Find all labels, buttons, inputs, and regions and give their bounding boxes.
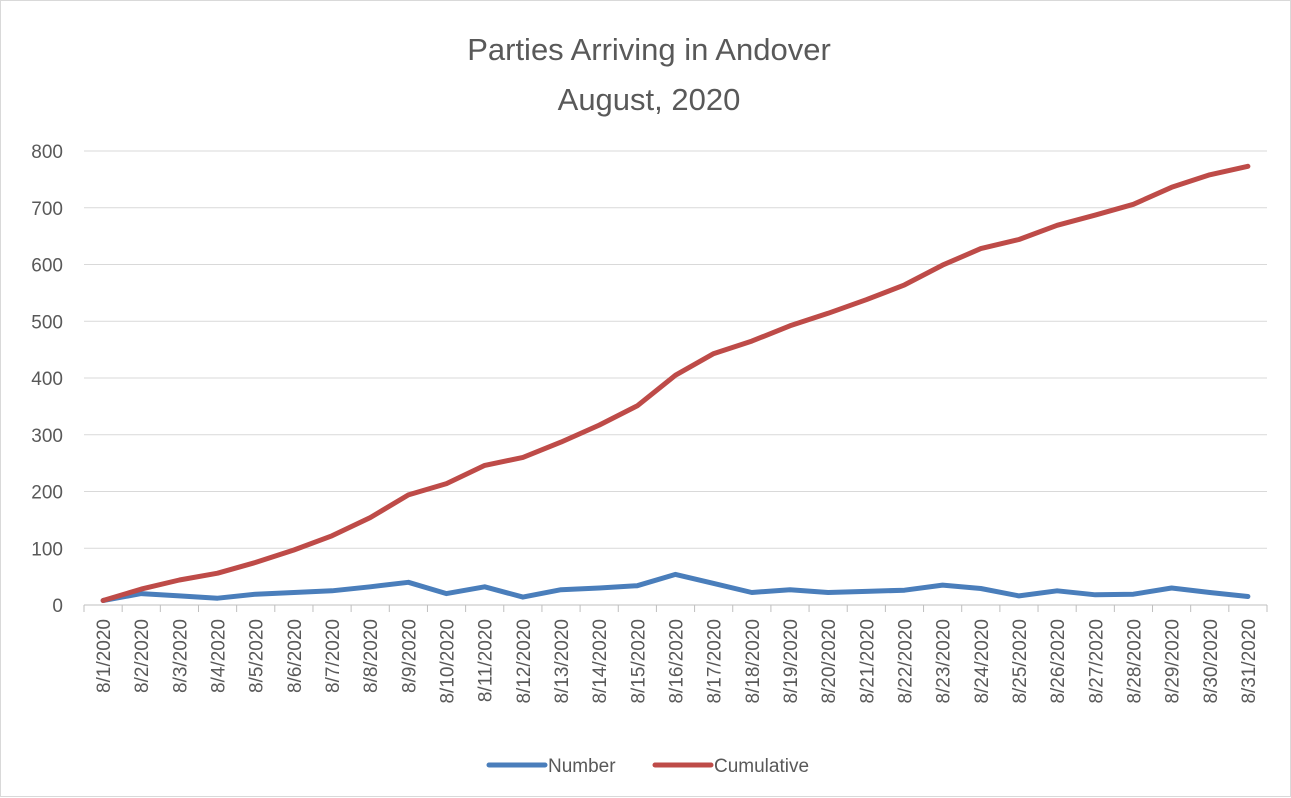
x-tick-label: 8/13/2020 <box>552 619 573 704</box>
x-tick-label: 8/30/2020 <box>1201 619 1222 704</box>
series-lines <box>103 166 1248 600</box>
y-tick-label: 700 <box>31 199 63 220</box>
y-tick-label: 300 <box>31 426 63 447</box>
x-tick-label: 8/4/2020 <box>209 619 230 693</box>
x-tick-label: 8/22/2020 <box>895 619 916 704</box>
x-tick-label: 8/15/2020 <box>628 619 649 704</box>
y-tick-label: 500 <box>31 312 63 333</box>
x-tick-label: 8/14/2020 <box>590 619 611 704</box>
legend: Number Cumulative <box>489 756 809 777</box>
gridlines <box>84 151 1267 548</box>
x-tick-label: 8/19/2020 <box>781 619 802 704</box>
y-tick-label: 600 <box>31 256 63 277</box>
y-tick-label: 800 <box>31 142 63 163</box>
x-tick-label: 8/26/2020 <box>1048 619 1069 704</box>
x-tick-label: 8/1/2020 <box>94 619 115 693</box>
x-tick-label: 8/28/2020 <box>1124 619 1145 704</box>
x-axis-tick-labels: 8/1/2020 8/2/2020 8/3/2020 8/4/2020 8/5/2020… <box>94 619 1260 704</box>
x-tick-label: 8/17/2020 <box>705 619 726 704</box>
x-tick-label: 8/6/2020 <box>285 619 306 693</box>
x-tick-label: 8/23/2020 <box>934 619 955 704</box>
y-tick-label: 400 <box>31 369 63 390</box>
y-tick-label: 0 <box>52 596 63 617</box>
x-tick-label: 8/20/2020 <box>819 619 840 704</box>
x-tick-label: 8/29/2020 <box>1163 619 1184 704</box>
x-tick-label: 8/21/2020 <box>857 619 878 704</box>
x-tick-label: 8/25/2020 <box>1010 619 1031 704</box>
x-tick-label: 8/27/2020 <box>1086 619 1107 704</box>
y-axis-tick-labels: 0 100 200 300 400 500 600 700 800 <box>31 142 63 617</box>
x-tick-label: 8/12/2020 <box>514 619 535 704</box>
chart-subtitle: August, 2020 <box>558 82 741 117</box>
x-tick-label: 8/31/2020 <box>1239 619 1260 704</box>
x-tick-label: 8/8/2020 <box>361 619 382 693</box>
x-axis <box>84 605 1267 612</box>
x-tick-label: 8/10/2020 <box>438 619 459 704</box>
x-tick-label: 8/9/2020 <box>399 619 420 693</box>
x-tick-label: 8/16/2020 <box>667 619 688 704</box>
legend-label-cumulative: Cumulative <box>714 756 809 777</box>
x-tick-label: 8/24/2020 <box>972 619 993 704</box>
x-tick-label: 8/11/2020 <box>476 619 497 702</box>
legend-label-number: Number <box>548 756 616 777</box>
series-line-number <box>103 574 1248 600</box>
x-tick-label: 8/18/2020 <box>743 619 764 704</box>
x-tick-label: 8/7/2020 <box>323 619 344 693</box>
y-tick-label: 100 <box>31 539 63 560</box>
series-line-cumulative <box>103 166 1248 600</box>
x-tick-label: 8/5/2020 <box>247 619 268 693</box>
x-tick-label: 8/2/2020 <box>132 619 153 693</box>
chart-title: Parties Arriving in Andover <box>467 32 831 67</box>
y-tick-label: 200 <box>31 483 63 504</box>
x-tick-label: 8/3/2020 <box>170 619 191 693</box>
